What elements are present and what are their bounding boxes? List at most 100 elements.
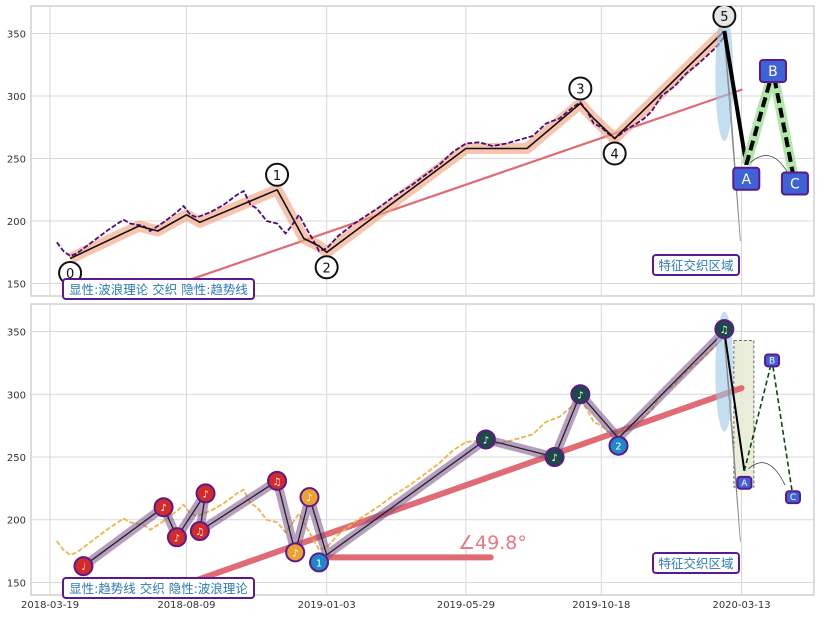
bottom-trend-point-11-glyph: ♪ bbox=[577, 390, 583, 401]
top-zone-label-text: 特征交织区域 bbox=[658, 258, 733, 273]
bottom-panel-frame bbox=[30, 303, 815, 596]
bottom-trend-point-8-marker bbox=[309, 552, 330, 573]
bottom-trend-point-10: ♪ bbox=[544, 447, 565, 468]
bottom-plot-area: A B C ♩ ♪ ♪ ♫ ♪ ♫ ♪ ♪ 1 ♪ ♪ ♪ 2 ♫ bbox=[56, 311, 802, 595]
top-wave-a: A bbox=[732, 166, 761, 191]
bottom-trend-point-11: ♪ bbox=[570, 384, 591, 405]
bottom-wave-a-box bbox=[736, 475, 753, 490]
top-panel-frame bbox=[30, 5, 815, 297]
top-wave-point-0-label: 0 bbox=[66, 267, 74, 282]
top-wave-point-3-label: 3 bbox=[576, 83, 584, 98]
bottom-wave-b-box bbox=[764, 353, 781, 368]
top-zone-label: 特征交织区域 bbox=[652, 254, 740, 276]
x-tick-2019-10-18: 2019-10-18 bbox=[572, 600, 630, 611]
top-wave-c-label: C bbox=[790, 177, 800, 193]
bottom-spike bbox=[723, 339, 741, 542]
top-wave-point-4-circle bbox=[602, 141, 627, 166]
top-wave-point-4: 4 bbox=[602, 141, 627, 166]
angle-label: ∠49.8° bbox=[458, 532, 527, 554]
top-wave-point-2-circle bbox=[314, 255, 339, 280]
bottom-wave-c: C bbox=[785, 490, 802, 505]
bottom-annotation-text: 显性:趋势线 交织 隐性:波浪理论 bbox=[69, 581, 248, 596]
bottom-trend-point-1: ♪ bbox=[153, 497, 174, 518]
x-tick-2019-05-29: 2019-05-29 bbox=[437, 600, 495, 611]
top-plot-area: A B C 0 1 2 3 4 5 bbox=[56, 6, 809, 296]
bottom-trend-point-6-marker bbox=[285, 542, 306, 563]
bottom-trend-point-2-glyph: ♪ bbox=[174, 533, 180, 544]
top-price-line bbox=[56, 35, 726, 257]
top-ytick-150: 150 bbox=[7, 280, 26, 291]
bottom-trend-point-3-glyph: ♫ bbox=[195, 527, 204, 538]
bottom-trend-point-13-glyph: ♫ bbox=[720, 325, 729, 336]
bottom-trend-point-6-glyph: ♪ bbox=[292, 548, 298, 559]
top-wave-a-label: A bbox=[741, 172, 751, 188]
bottom-trend-point-13: ♫ bbox=[714, 319, 735, 340]
bottom-trend-point-6: ♪ bbox=[285, 542, 306, 563]
bottom-trend-point-4-marker bbox=[195, 483, 216, 504]
x-tick-2018-08-09: 2018-08-09 bbox=[157, 600, 215, 611]
bottom-drop-to-a bbox=[723, 331, 746, 471]
top-wave-b-box bbox=[758, 58, 787, 84]
bottom-trend-point-3: ♫ bbox=[189, 521, 210, 542]
x-tick-2019-01-03: 2019-01-03 bbox=[298, 600, 356, 611]
top-grid bbox=[31, 6, 814, 296]
bottom-zone-label: 特征交织区域 bbox=[652, 552, 740, 574]
top-wave-b: B bbox=[758, 58, 787, 84]
bottom-trend-point-12-marker bbox=[608, 435, 629, 456]
bottom-peak-highlight bbox=[715, 311, 734, 432]
top-wave-point-5: 5 bbox=[712, 6, 737, 28]
x-tick-2018-03-19: 2018-03-19 bbox=[21, 600, 79, 611]
bottom-trend-point-11-marker bbox=[570, 384, 591, 405]
x-tick-2020-03-13: 2020-03-13 bbox=[712, 600, 770, 611]
top-annotation-text: 显性:波浪理论 交织 隐性:趋势线 bbox=[69, 282, 248, 297]
bottom-ytick-150: 150 bbox=[7, 578, 26, 589]
top-wave-line bbox=[69, 30, 725, 260]
bottom-trend-point-13-marker bbox=[714, 319, 735, 340]
bottom-trend-point-2: ♪ bbox=[166, 527, 187, 548]
top-wave-point-1-circle bbox=[265, 162, 290, 187]
top-wave-c-box bbox=[780, 171, 809, 196]
bottom-trend-point-7-glyph: ♪ bbox=[306, 493, 312, 504]
top-peak-highlight bbox=[715, 11, 734, 141]
bottom-annotation: 显性:趋势线 交织 隐性:波浪理论 bbox=[62, 577, 255, 599]
x-tick-labels: 2018-03-19 2018-08-09 2019-01-03 2019-05-29… bbox=[21, 600, 771, 611]
top-wave-point-5-label: 5 bbox=[720, 10, 728, 25]
bottom-trend-point-1-marker bbox=[153, 497, 174, 518]
bottom-trend-point-3-marker bbox=[189, 521, 210, 542]
bottom-wave-a-label: A bbox=[741, 479, 748, 489]
bottom-wave-c-label: C bbox=[790, 493, 796, 503]
top-ytick-350: 350 bbox=[7, 30, 26, 41]
top-annotation: 显性:波浪理论 交织 隐性:趋势线 bbox=[62, 278, 255, 300]
bottom-trend-point-0-marker bbox=[73, 556, 94, 577]
bottom-trend-point-0: ♩ bbox=[73, 556, 94, 577]
bottom-ytick-250: 250 bbox=[7, 453, 26, 464]
bottom-wave-b: B bbox=[764, 353, 781, 368]
bottom-trend-point-5: ♫ bbox=[267, 470, 288, 491]
bottom-trend-point-7: ♪ bbox=[299, 487, 320, 508]
bottom-abc-arc bbox=[748, 462, 786, 486]
top-wave-point-4-label: 4 bbox=[611, 148, 619, 163]
top-wave-point-1-label: 1 bbox=[273, 169, 281, 184]
top-ytick-200: 200 bbox=[7, 217, 26, 228]
bottom-trend-point-12: 2 bbox=[608, 435, 629, 456]
bottom-ytick-200: 200 bbox=[7, 516, 26, 527]
bottom-y-tick-labels: 150 200 250 300 350 bbox=[7, 328, 26, 590]
top-ytick-300: 300 bbox=[7, 92, 26, 103]
bottom-trend-point-9: ♪ bbox=[475, 429, 496, 450]
bottom-wave-a: A bbox=[736, 475, 753, 490]
top-abc-arc bbox=[750, 155, 788, 172]
top-y-tick-labels: 150 200 250 300 350 bbox=[7, 30, 26, 291]
top-wave-b-label: B bbox=[768, 64, 778, 80]
bottom-trend-point-4-glyph: ♪ bbox=[202, 489, 208, 500]
bottom-trend-point-8: 1 bbox=[309, 552, 330, 573]
top-wave-point-3-circle bbox=[568, 76, 593, 101]
top-wave-point-3: 3 bbox=[568, 76, 593, 101]
bottom-trend-point-5-marker bbox=[267, 470, 288, 491]
bottom-ytick-350: 350 bbox=[7, 328, 26, 339]
bottom-trend-point-9-marker bbox=[475, 429, 496, 450]
top-wave-a-box bbox=[732, 166, 761, 191]
top-ytick-250: 250 bbox=[7, 155, 26, 166]
bottom-trend-point-2-marker bbox=[166, 527, 187, 548]
bottom-ytick-300: 300 bbox=[7, 390, 26, 401]
top-wave-point-5-circle bbox=[712, 6, 737, 28]
